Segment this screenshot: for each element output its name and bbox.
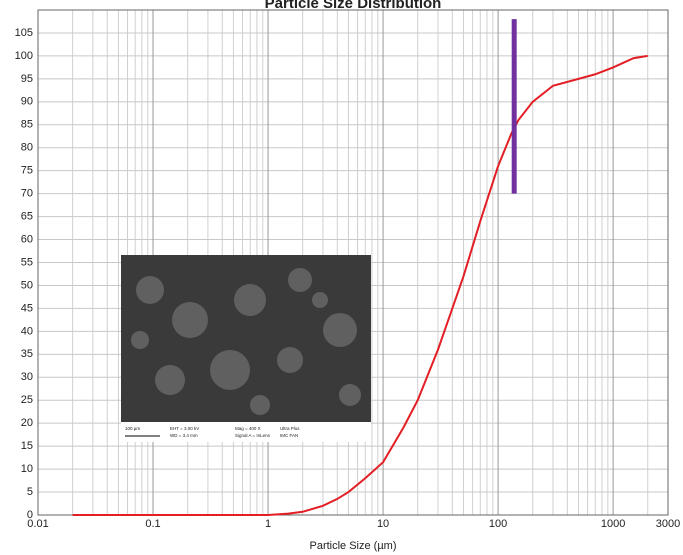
inset-label: IMC FAN bbox=[280, 433, 298, 438]
x-tick-label: 10 bbox=[377, 518, 389, 530]
x-tick-label: 1 bbox=[265, 518, 271, 530]
x-tick-label: 1000 bbox=[601, 518, 625, 530]
y-tick-label: 30 bbox=[21, 371, 33, 383]
y-tick-label: 75 bbox=[21, 165, 33, 177]
inset-label: Ultra Plus bbox=[280, 426, 300, 431]
y-tick-label: 0 bbox=[27, 509, 33, 521]
y-tick-label: 105 bbox=[15, 27, 33, 39]
x-tick-label: 0.1 bbox=[145, 518, 160, 530]
y-tick-label: 35 bbox=[21, 348, 33, 360]
y-tick-label: 100 bbox=[15, 50, 33, 62]
y-tick-label: 85 bbox=[21, 119, 33, 131]
y-tick-label: 55 bbox=[21, 256, 33, 268]
y-tick-label: 40 bbox=[21, 325, 33, 337]
y-tick-label: 20 bbox=[21, 417, 33, 429]
x-tick-label: 0.01 bbox=[27, 518, 48, 530]
sem-info-bar bbox=[121, 422, 371, 442]
y-tick-label: 95 bbox=[21, 73, 33, 85]
x-axis-label: Particle Size (µm) bbox=[309, 540, 396, 552]
y-tick-label: 65 bbox=[21, 210, 33, 222]
y-tick-label: 70 bbox=[21, 188, 33, 200]
x-tick-label: 3000 bbox=[656, 518, 680, 530]
plot-frame bbox=[37, 9, 669, 516]
sem-texture bbox=[131, 268, 361, 415]
inset-label: EHT = 3.00 kV bbox=[170, 426, 199, 431]
y-tick-label: 25 bbox=[21, 394, 33, 406]
y-tick-label: 45 bbox=[21, 302, 33, 314]
sem-inset: 100 µm EHT = 3.00 kV WD = 3.4 mm Mag = 400 … bbox=[121, 255, 371, 442]
chart-title: Particle Size Distribution bbox=[265, 0, 442, 12]
inset-label: Signal A = InLens bbox=[235, 433, 271, 438]
y-tick-label: 10 bbox=[21, 463, 33, 475]
y-tick-label: 90 bbox=[21, 96, 33, 108]
distribution-line bbox=[72, 54, 648, 516]
y-tick-label: 50 bbox=[21, 279, 33, 291]
inset-label: 100 µm bbox=[125, 426, 140, 431]
y-tick-label: 15 bbox=[21, 440, 33, 452]
y-tick-label: 80 bbox=[21, 142, 33, 154]
y-tick-label: 60 bbox=[21, 233, 33, 245]
x-tick-label: 100 bbox=[489, 518, 507, 530]
inset-label: Mag = 400 X bbox=[235, 426, 261, 431]
inset-label: WD = 3.4 mm bbox=[170, 433, 198, 438]
y-tick-label: 5 bbox=[27, 486, 33, 498]
